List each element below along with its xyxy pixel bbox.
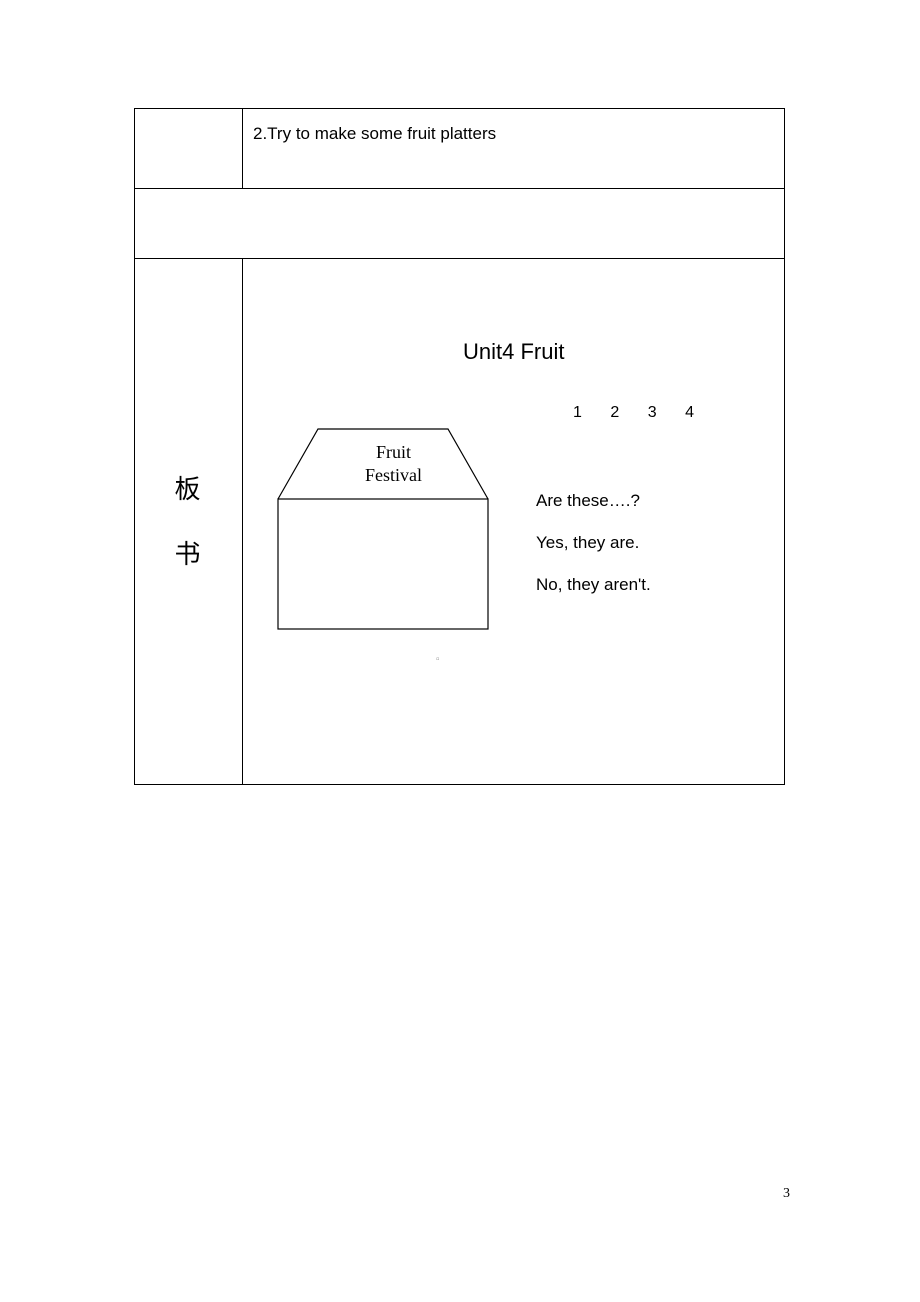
- row3-content-cell: Unit4 Fruit 1 2 3 4 Fruit Festival Are t…: [243, 259, 785, 785]
- house-label: Fruit Festival: [365, 441, 422, 488]
- house-label-line2: Festival: [365, 464, 422, 487]
- label-char-2: 书: [135, 522, 242, 587]
- row1-content-cell: 2.Try to make some fruit platters: [243, 109, 785, 189]
- row1-label-cell: [135, 109, 243, 189]
- dialogue-block: Are these….? Yes, they are. No, they are…: [536, 491, 651, 617]
- dialogue-line-1: Are these….?: [536, 491, 651, 511]
- lesson-plan-table: 2.Try to make some fruit platters 板 书 Un…: [134, 108, 785, 785]
- small-mark: ▫: [436, 654, 440, 665]
- label-char-1: 板: [135, 457, 242, 522]
- number-4: 4: [685, 404, 694, 421]
- number-2: 2: [610, 404, 619, 421]
- house-label-line1: Fruit: [365, 441, 422, 464]
- house-body: [278, 499, 488, 629]
- row3-label-cell: 板 书: [135, 259, 243, 785]
- row2-empty-cell: [135, 189, 785, 259]
- page-number: 3: [783, 1186, 790, 1202]
- board-title: Unit4 Fruit: [463, 339, 564, 365]
- board-section-label: 板 书: [135, 457, 242, 587]
- number-1: 1: [573, 404, 582, 421]
- numbers-row: 1 2 3 4: [573, 404, 718, 422]
- row1-text: 2.Try to make some fruit platters: [253, 124, 496, 143]
- dialogue-line-2: Yes, they are.: [536, 533, 651, 553]
- dialogue-line-3: No, they aren't.: [536, 575, 651, 595]
- number-3: 3: [648, 404, 657, 421]
